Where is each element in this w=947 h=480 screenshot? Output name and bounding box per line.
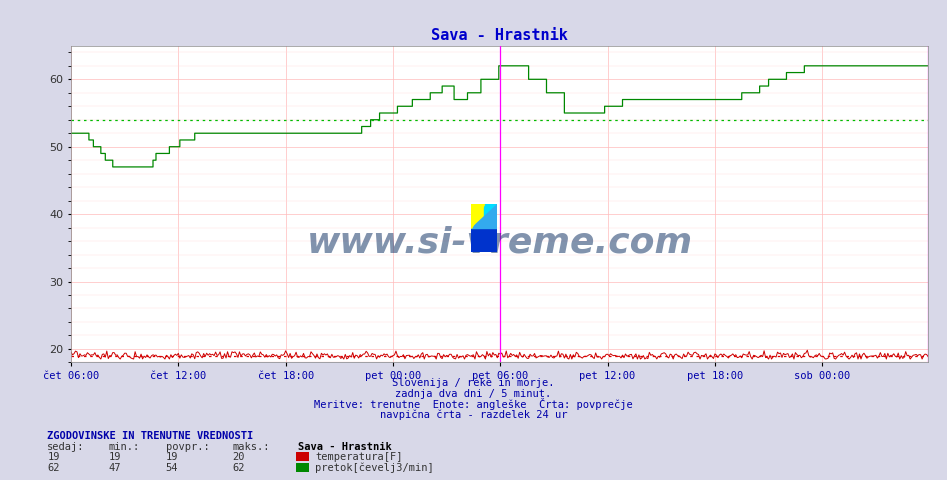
Text: temperatura[F]: temperatura[F] xyxy=(315,452,402,462)
Text: navpična črta - razdelek 24 ur: navpična črta - razdelek 24 ur xyxy=(380,409,567,420)
Polygon shape xyxy=(471,204,484,228)
Text: 19: 19 xyxy=(109,452,121,462)
Title: Sava - Hrastnik: Sava - Hrastnik xyxy=(431,28,568,43)
Text: 47: 47 xyxy=(109,463,121,473)
Text: Sava - Hrastnik: Sava - Hrastnik xyxy=(298,442,392,452)
Text: Meritve: trenutne  Enote: angleške  Črta: povprečje: Meritve: trenutne Enote: angleške Črta: … xyxy=(314,397,633,409)
Text: 19: 19 xyxy=(47,452,60,462)
Text: sedaj:: sedaj: xyxy=(47,442,85,452)
Text: 62: 62 xyxy=(47,463,60,473)
Text: min.:: min.: xyxy=(109,442,140,452)
Text: 54: 54 xyxy=(166,463,178,473)
Bar xyxy=(484,204,497,228)
Text: www.si-vreme.com: www.si-vreme.com xyxy=(307,225,692,259)
Polygon shape xyxy=(471,204,497,228)
Text: zadnja dva dni / 5 minut.: zadnja dva dni / 5 minut. xyxy=(396,389,551,399)
Text: pretok[čevelj3/min]: pretok[čevelj3/min] xyxy=(315,462,434,473)
Text: maks.:: maks.: xyxy=(232,442,270,452)
Text: 19: 19 xyxy=(166,452,178,462)
Text: Slovenija / reke in morje.: Slovenija / reke in morje. xyxy=(392,378,555,388)
Bar xyxy=(471,204,484,228)
Text: ZGODOVINSKE IN TRENUTNE VREDNOSTI: ZGODOVINSKE IN TRENUTNE VREDNOSTI xyxy=(47,431,254,441)
Text: povpr.:: povpr.: xyxy=(166,442,209,452)
Text: 62: 62 xyxy=(232,463,244,473)
Polygon shape xyxy=(471,228,497,252)
Text: 20: 20 xyxy=(232,452,244,462)
